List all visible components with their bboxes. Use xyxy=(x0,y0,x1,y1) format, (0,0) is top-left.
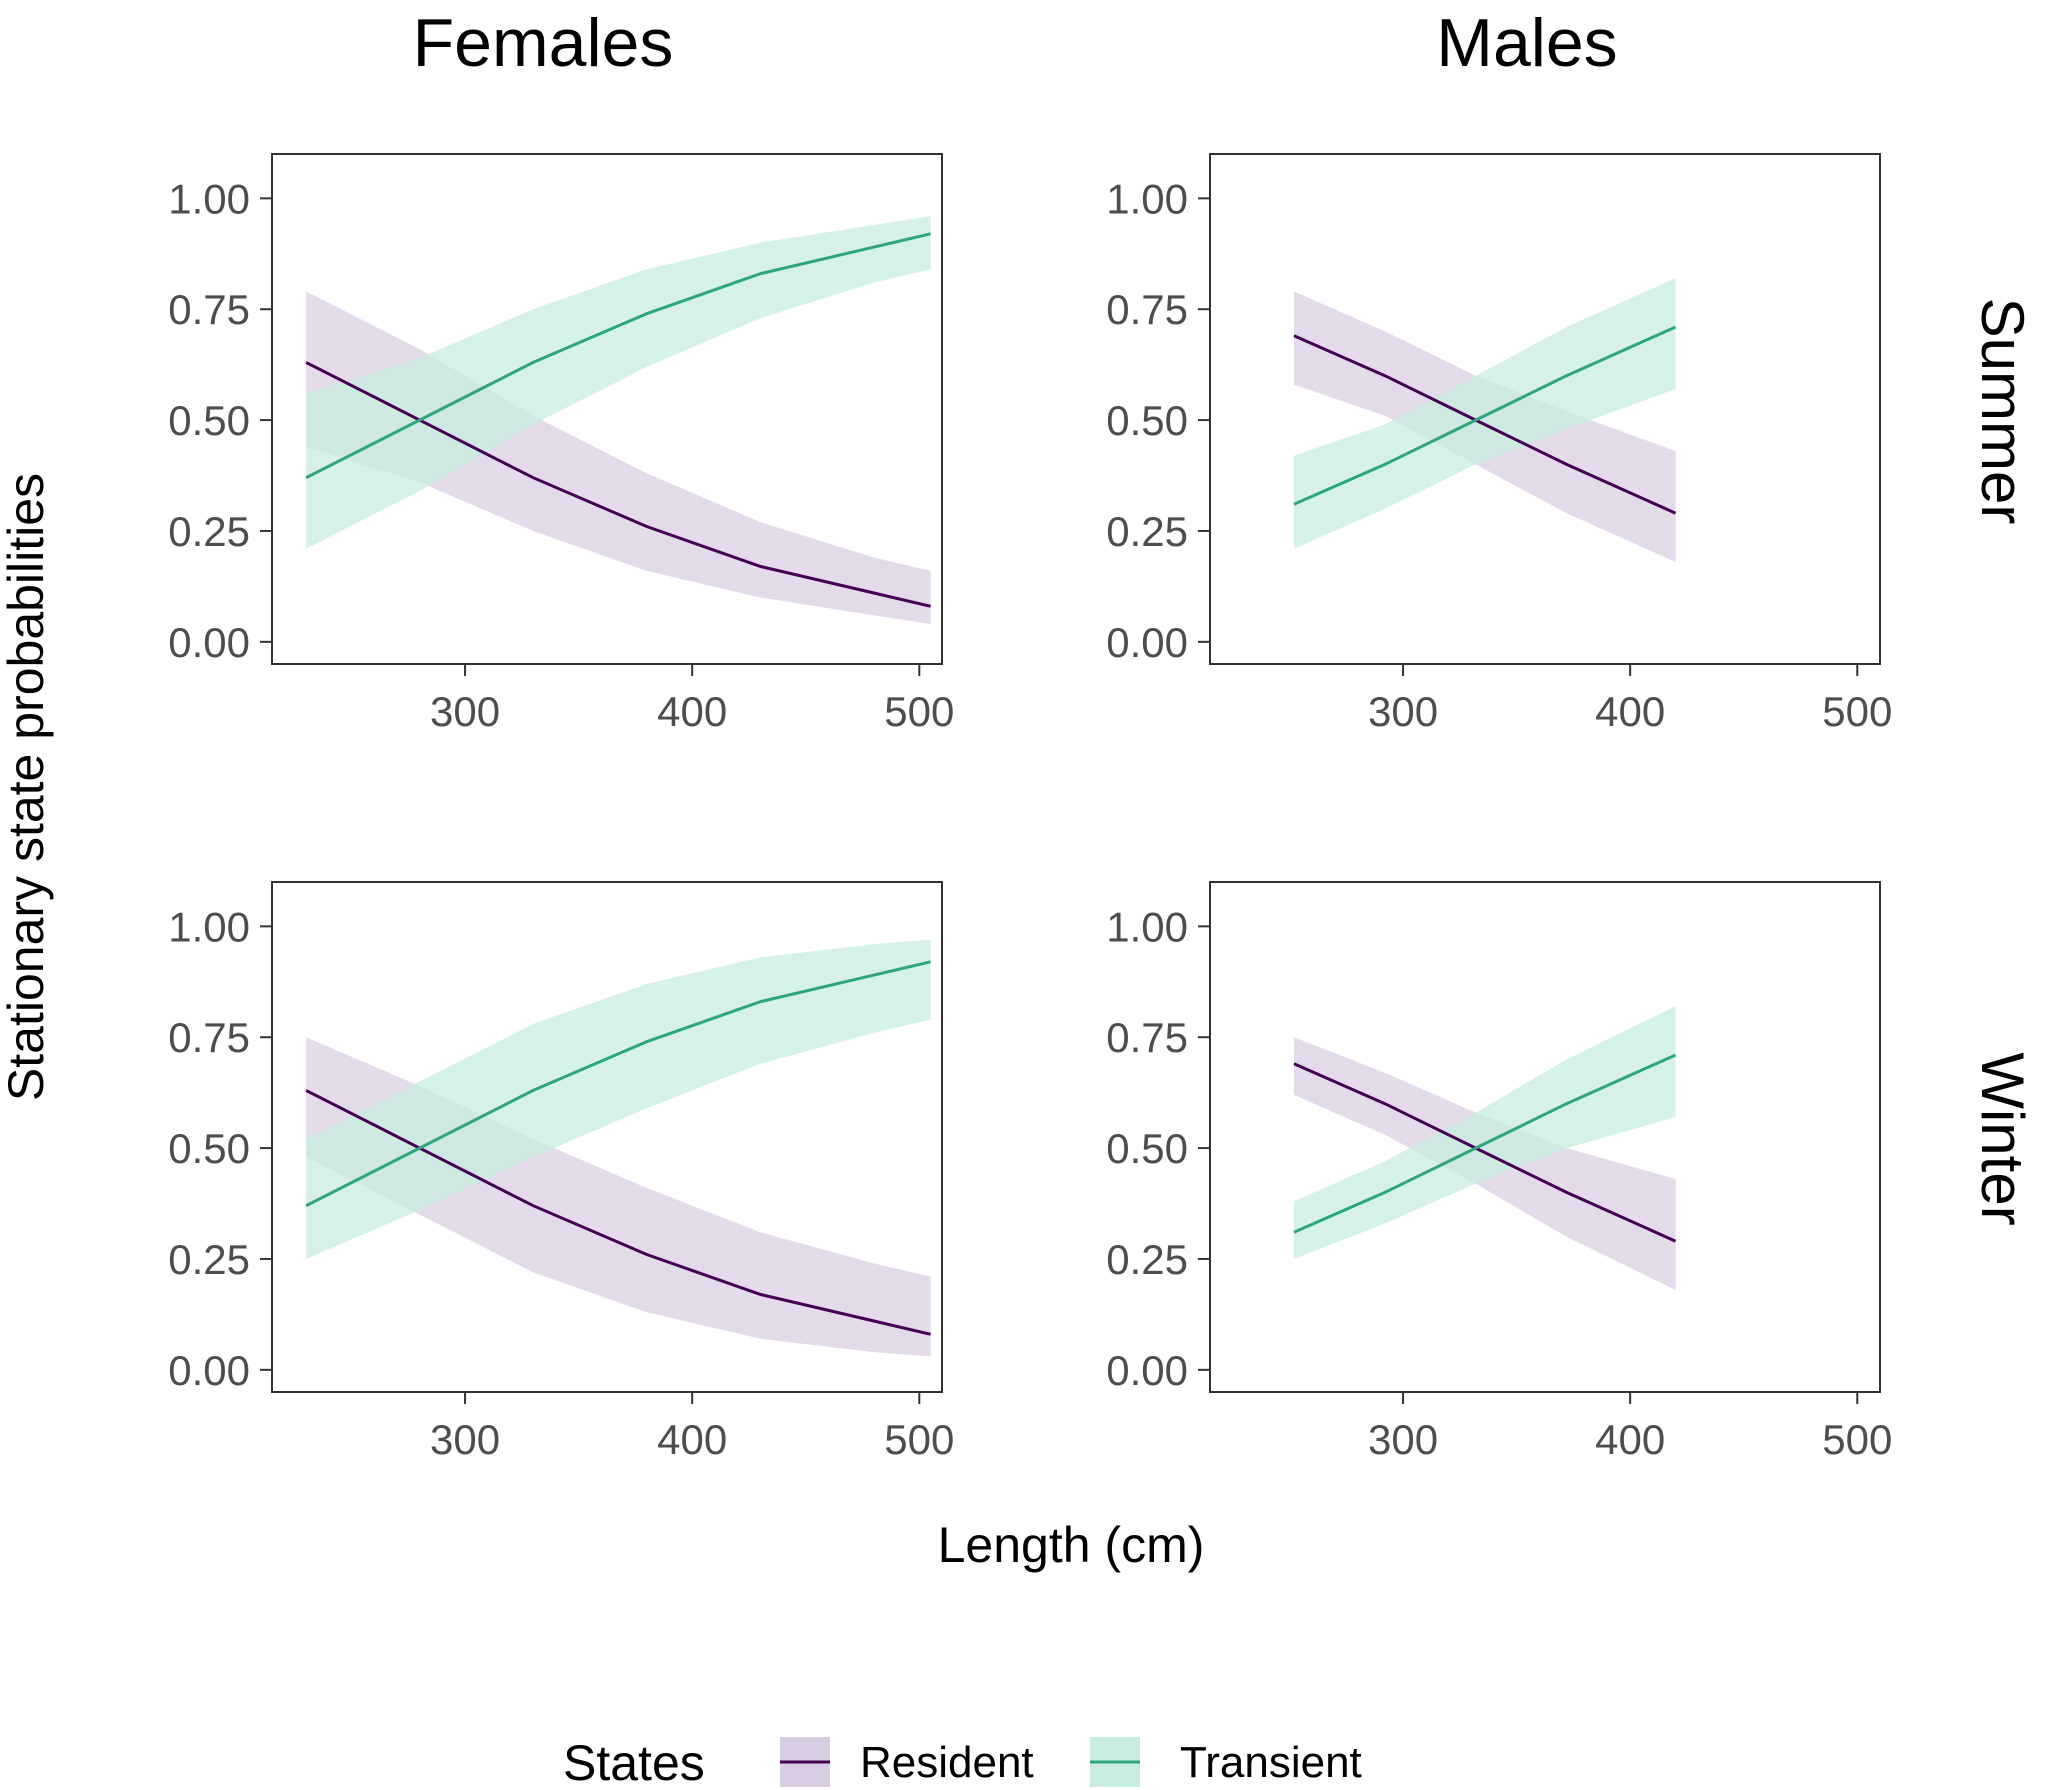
line-transient xyxy=(305,232,931,480)
x-tick-label: 500 xyxy=(884,688,954,735)
column-title-females: Females xyxy=(413,5,674,81)
row-title-winter: Winter xyxy=(1969,1052,2036,1225)
line-transient xyxy=(305,960,931,1208)
y-tick-label: 0.25 xyxy=(1106,1236,1188,1283)
ribbon-transient xyxy=(306,939,931,1259)
x-tick-label: 500 xyxy=(1822,688,1892,735)
y-tick-label: 0.50 xyxy=(1106,1125,1188,1172)
x-tick-label: 500 xyxy=(1822,1416,1892,1463)
legend-label-resident: Resident xyxy=(860,1738,1034,1787)
y-tick-label: 0.00 xyxy=(168,1347,250,1394)
y-tick-label: 0.00 xyxy=(1106,1347,1188,1394)
panel-males-summer: 0.00 0.25 0.50 0.75 1.00 300 400 500 xyxy=(1106,153,1892,735)
y-tick-label: 0.00 xyxy=(1106,619,1188,666)
legend-label-transient: Transient xyxy=(1180,1738,1362,1787)
panel-border xyxy=(1209,881,1881,1393)
y-tick-label: 1.00 xyxy=(1106,903,1188,950)
x-tick-label: 400 xyxy=(657,1416,727,1463)
y-tick-label: 1.00 xyxy=(168,175,250,222)
row-title-summer: Summer xyxy=(1969,298,2036,525)
y-tick-label: 0.75 xyxy=(168,1014,250,1061)
y-tick-label: 1.00 xyxy=(168,903,250,950)
x-tick-label: 500 xyxy=(884,1416,954,1463)
legend: States Resident Transient xyxy=(563,1735,1362,1790)
legend-title: States xyxy=(563,1735,705,1790)
x-tick-label: 400 xyxy=(657,688,727,735)
y-tick-label: 0.75 xyxy=(1106,286,1188,333)
ribbon-transient xyxy=(306,216,931,549)
y-tick-label: 0.00 xyxy=(168,619,250,666)
panel-females-winter: 0.00 0.25 0.50 0.75 1.00 300 400 500 xyxy=(168,881,954,1463)
line-transient xyxy=(1293,1053,1677,1234)
panel-females-summer: 0.00 0.25 0.50 0.75 1.00 300 400 500 xyxy=(168,153,954,735)
ribbon-transient xyxy=(1294,278,1676,549)
panel-border xyxy=(271,153,943,665)
y-tick-label: 0.25 xyxy=(168,508,250,555)
x-tick-label: 300 xyxy=(430,688,500,735)
y-tick-label: 1.00 xyxy=(1106,175,1188,222)
x-tick-label: 300 xyxy=(1368,1416,1438,1463)
y-tick-label: 0.75 xyxy=(168,286,250,333)
y-tick-label: 0.50 xyxy=(168,1125,250,1172)
y-tick-label: 0.50 xyxy=(168,397,250,444)
x-tick-label: 300 xyxy=(430,1416,500,1463)
y-axis-title: Stationary state probabilities xyxy=(0,473,54,1101)
y-tick-label: 0.25 xyxy=(168,1236,250,1283)
panel-border xyxy=(271,881,943,1393)
x-axis-title: Length (cm) xyxy=(938,1517,1205,1573)
line-transient xyxy=(1293,325,1677,506)
x-tick-label: 400 xyxy=(1595,688,1665,735)
x-tick-label: 400 xyxy=(1595,1416,1665,1463)
x-tick-label: 300 xyxy=(1368,688,1438,735)
panel-border xyxy=(1209,153,1881,665)
y-tick-label: 0.25 xyxy=(1106,508,1188,555)
ribbon-transient xyxy=(1294,1006,1676,1259)
panel-males-winter: 0.00 0.25 0.50 0.75 1.00 300 400 500 xyxy=(1106,881,1892,1463)
column-title-males: Males xyxy=(1436,5,1617,81)
y-tick-label: 0.75 xyxy=(1106,1014,1188,1061)
y-tick-label: 0.50 xyxy=(1106,397,1188,444)
panels-group: 0.00 0.25 0.50 0.75 1.00 300 400 500 0.00 0.25 0.5… xyxy=(168,153,1892,1463)
